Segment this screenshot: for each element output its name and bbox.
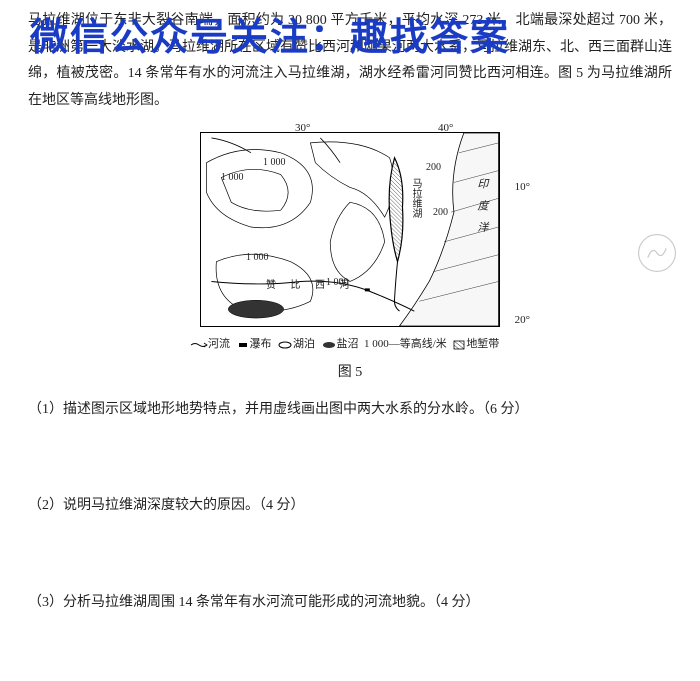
map-legend: 河流 瀑布 湖泊 盐沼 1 000—等高线/米 地堑带 (190, 336, 510, 354)
lon-40: 40° (438, 118, 453, 139)
contour-1000-c: 1 000 (246, 248, 269, 267)
legend-salt: 盐沼 (337, 338, 359, 350)
legend-lake: 湖泊 (293, 338, 315, 350)
contour-200-b: 200 (433, 203, 448, 222)
contour-1000-a: 1 000 (221, 168, 244, 187)
map-svg (201, 133, 499, 326)
legend-river: 河流 (208, 338, 230, 350)
legend-waterfall: 瀑布 (250, 338, 272, 350)
ocean-label: 印 度 洋 (471, 178, 492, 237)
faint-watermark-icon (634, 230, 680, 276)
lat-10: 10° (515, 177, 530, 198)
legend-graben: 地堑带 (466, 338, 499, 350)
lon-30: 30° (295, 118, 310, 139)
question-2: （2）说明马拉维湖深度较大的原因。（4 分） (28, 493, 672, 520)
contour-200-a: 200 (426, 158, 441, 177)
watermark-overlay-text: 微信公众号关注：趣找答案 (30, 2, 510, 74)
figure-area: 1 000 1 000 1 000 1 000 200 200 马拉维湖 赞 比… (28, 122, 672, 386)
river-label: 赞 比 西 河 (266, 276, 356, 295)
legend-contour: 1 000—等高线/米 (364, 338, 447, 350)
lake-label: 马拉维湖 (406, 178, 425, 218)
lat-20: 20° (515, 310, 530, 331)
question-3: （3）分析马拉维湖周围 14 条常年有水河流可能形成的河流地貌。（4 分） (28, 590, 672, 617)
map-frame: 1 000 1 000 1 000 1 000 200 200 马拉维湖 赞 比… (200, 132, 500, 327)
contour-1000-b: 1 000 (263, 153, 286, 172)
figure-caption: 图 5 (28, 360, 672, 387)
map-diagram: 1 000 1 000 1 000 1 000 200 200 马拉维湖 赞 比… (200, 122, 500, 332)
question-1: （1）描述图示区域地形地势特点，并用虚线画出图中两大水系的分水岭。（6 分） (28, 397, 672, 424)
